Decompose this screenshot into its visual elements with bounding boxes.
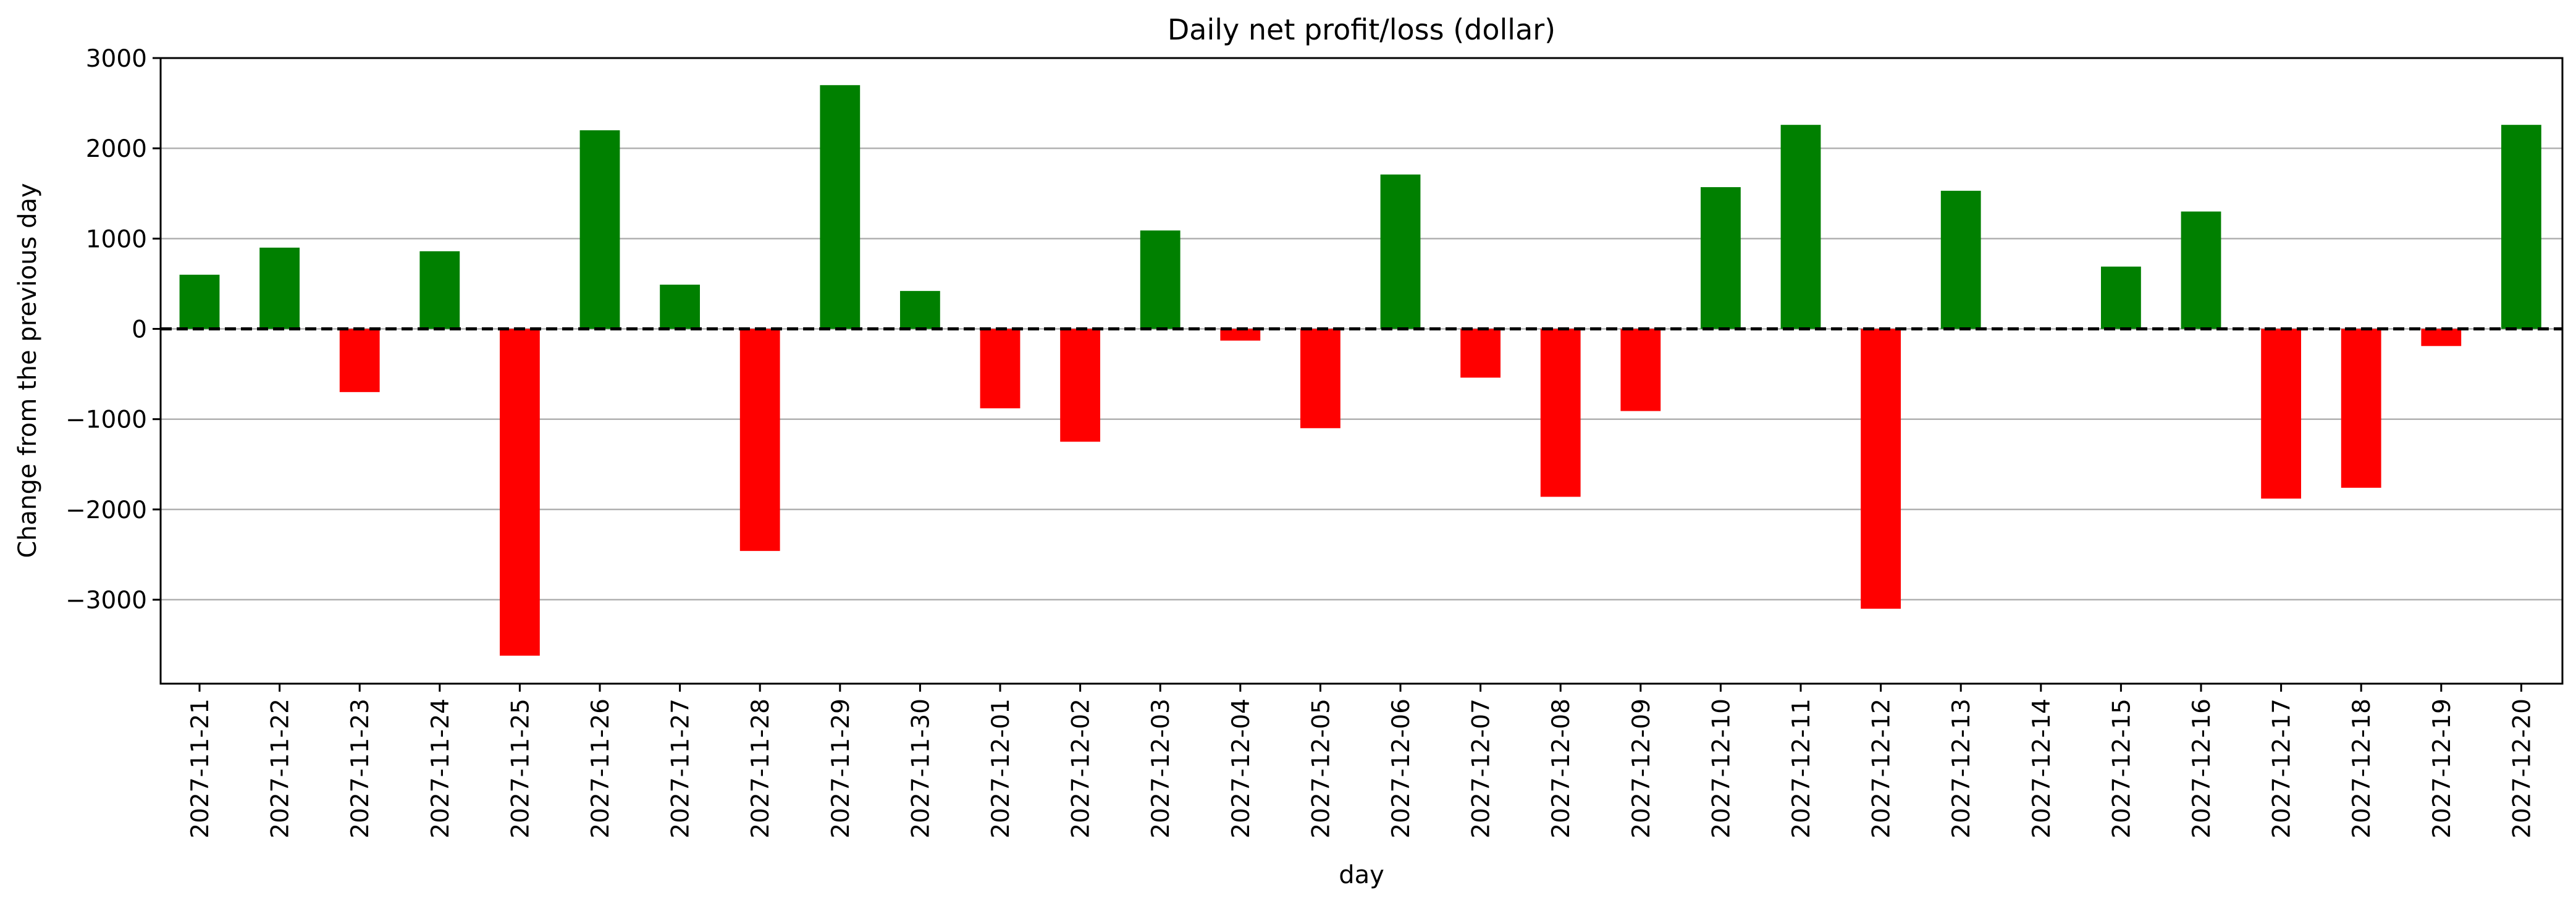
bar: [900, 291, 940, 329]
y-tick-label: −1000: [65, 406, 147, 434]
bar: [660, 284, 700, 329]
bar: [500, 329, 540, 656]
bar: [1220, 329, 1261, 341]
x-axis: 2027-11-21 2027-11-22 2027-11-23 2027-11-24…: [187, 684, 2536, 839]
bar: [1060, 329, 1100, 442]
chart-title: Daily net profit/loss (dollar): [1168, 13, 1555, 46]
bar: [179, 274, 220, 329]
bar: [1380, 174, 1421, 329]
x-tick-label: 2027-12-17: [2268, 698, 2296, 839]
y-axis: 3000 2000 1000 0 −1000 −2000 −3000: [65, 45, 161, 614]
x-tick-label: 2027-11-25: [507, 698, 534, 839]
x-tick-label: 2027-11-30: [907, 698, 935, 839]
x-tick-label: 2027-12-08: [1547, 698, 1575, 839]
bar: [1701, 187, 1741, 329]
bar: [1861, 329, 1901, 609]
x-tick-label: 2027-12-09: [1628, 698, 1656, 839]
x-tick-label: 2027-12-13: [1948, 698, 1976, 839]
bar: [419, 251, 460, 329]
bar: [2101, 266, 2141, 329]
x-tick-label: 2027-11-22: [267, 698, 295, 839]
y-tick-label: 1000: [86, 225, 147, 253]
x-tick-label: 2027-11-27: [667, 698, 695, 839]
x-tick-label: 2027-11-26: [587, 698, 615, 839]
bar: [1940, 190, 1981, 329]
x-tick-label: 2027-12-06: [1387, 698, 1415, 839]
plot-frame: [159, 57, 2564, 685]
x-tick-label: 2027-12-14: [2028, 698, 2056, 839]
bar: [1300, 329, 1341, 429]
bar: [1540, 329, 1581, 497]
x-tick-label: 2027-11-28: [747, 698, 775, 839]
y-tick-label: −2000: [65, 497, 147, 524]
bar: [579, 130, 620, 329]
x-tick-label: 2027-12-18: [2348, 698, 2376, 839]
x-tick-label: 2027-12-05: [1307, 698, 1335, 839]
y-tick-label: 3000: [86, 45, 147, 73]
bar: [1780, 125, 1821, 329]
x-tick-label: 2027-11-24: [427, 698, 455, 839]
x-axis-label: day: [1339, 861, 1384, 889]
y-tick-label: 0: [132, 316, 147, 344]
bar: [820, 85, 861, 329]
x-tick-label: 2027-12-12: [1868, 698, 1896, 839]
x-tick-label: 2027-12-02: [1067, 698, 1095, 839]
grid-layer: [161, 57, 2562, 601]
y-tick-label: 2000: [86, 135, 147, 163]
bar: [2341, 329, 2381, 488]
x-tick-label: 2027-12-16: [2188, 698, 2216, 839]
bar: [980, 329, 1021, 409]
bar: [2421, 329, 2462, 346]
y-axis-label: Change from the previous day: [14, 183, 42, 558]
x-tick-label: 2027-12-07: [1468, 698, 1496, 839]
bar: [1140, 230, 1181, 329]
bar: [1620, 329, 1661, 411]
bar: [2501, 125, 2541, 329]
x-tick-label: 2027-12-10: [1707, 698, 1735, 839]
x-tick-label: 2027-11-29: [827, 698, 855, 839]
bar: [739, 329, 780, 552]
bar: [259, 247, 300, 329]
y-tick-label: −3000: [65, 587, 147, 614]
x-tick-label: 2027-12-03: [1147, 698, 1175, 839]
x-tick-label: 2027-11-21: [187, 698, 214, 839]
x-tick-label: 2027-12-15: [2108, 698, 2136, 839]
x-tick-label: 2027-12-01: [987, 698, 1015, 839]
x-tick-label: 2027-12-04: [1227, 698, 1255, 839]
bar: [339, 329, 380, 392]
bars-layer: [179, 85, 2541, 656]
x-tick-label: 2027-11-23: [347, 698, 374, 839]
bar: [2181, 211, 2221, 329]
x-tick-label: 2027-12-11: [1788, 698, 1816, 839]
x-tick-label: 2027-12-19: [2428, 698, 2456, 839]
x-tick-label: 2027-12-20: [2508, 698, 2536, 839]
bar: [1460, 329, 1501, 378]
bar: [2261, 329, 2301, 499]
